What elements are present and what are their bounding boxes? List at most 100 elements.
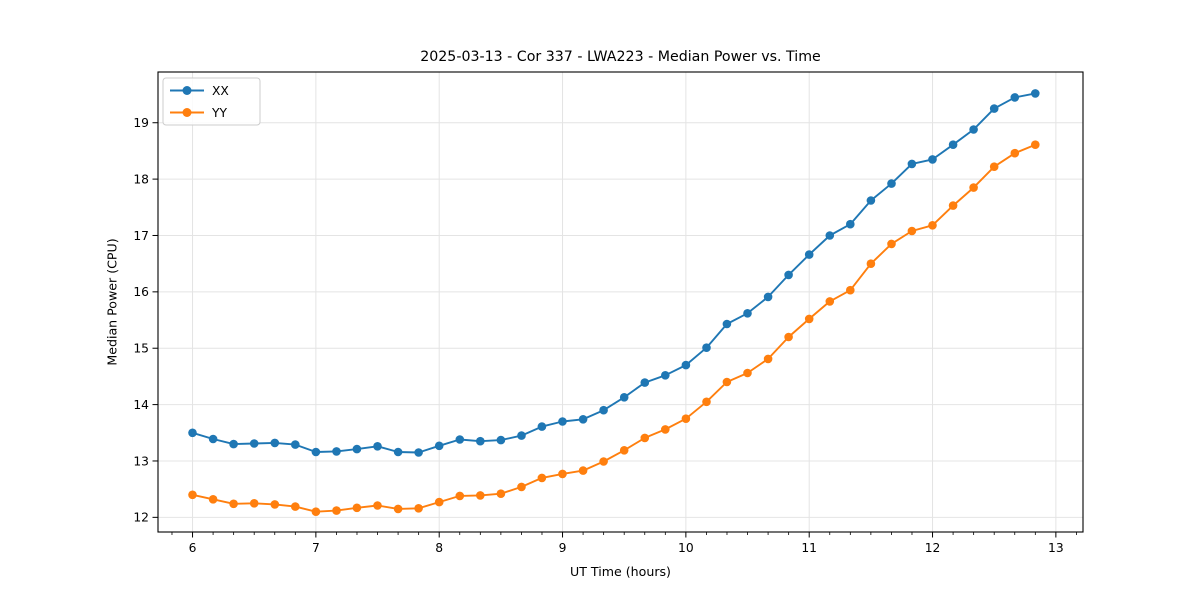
series-yy-marker	[270, 500, 280, 509]
series-yy-marker	[311, 507, 321, 516]
y-tick-label: 16	[133, 285, 149, 299]
x-tick-label: 11	[801, 541, 817, 555]
legend-label: YY	[211, 106, 228, 120]
y-tick-label: 19	[133, 116, 149, 130]
series-xx-marker	[332, 447, 341, 456]
series-yy-marker	[208, 495, 218, 504]
plot-spines	[157, 71, 1084, 533]
series-xx-marker	[702, 343, 711, 353]
series-yy-marker	[393, 504, 403, 514]
series-yy-marker	[722, 377, 732, 387]
series-xx-marker	[208, 434, 218, 444]
y-tick-label: 17	[133, 229, 149, 243]
series-xx-marker	[373, 442, 382, 451]
series-xx-marker	[1031, 89, 1040, 98]
series-yy-marker	[1031, 140, 1040, 149]
series-yy-marker	[1010, 148, 1020, 158]
legend-item-yy: YY	[170, 106, 228, 120]
series-xx-marker	[784, 270, 793, 280]
series-xx-marker	[989, 104, 999, 113]
x-tick-label: 9	[559, 541, 567, 555]
series-yy-marker	[517, 482, 526, 492]
gridlines	[158, 72, 1083, 532]
series-xx-marker	[846, 219, 855, 229]
series-xx-marker	[661, 371, 670, 380]
y-tick-label: 18	[133, 172, 149, 186]
series-xx-marker	[948, 140, 958, 149]
series-yy-marker	[496, 489, 506, 499]
series-xx-marker	[270, 438, 280, 448]
series-yy-marker	[928, 221, 937, 230]
x-tick-label: 12	[925, 541, 941, 555]
series-xx	[188, 89, 1040, 457]
series-xx-marker	[928, 155, 937, 164]
series-xx-marker	[352, 444, 362, 454]
series-yy-marker	[537, 473, 547, 483]
series-yy-marker	[249, 499, 259, 508]
series-yy-marker	[578, 466, 588, 475]
series-yy-marker	[907, 226, 917, 236]
series-yy-marker	[846, 285, 855, 295]
series-yy	[188, 140, 1040, 516]
series-yy-marker	[784, 332, 793, 342]
y-tick-label: 13	[133, 454, 149, 468]
series-yy-marker	[558, 469, 567, 479]
chart-title: 2025-03-13 - Cor 337 - LWA223 - Median P…	[420, 49, 821, 65]
legend-item-xx: XX	[170, 84, 229, 98]
series-yy-marker	[455, 491, 465, 501]
series-yy-marker	[599, 457, 608, 466]
series-yy-marker	[743, 368, 752, 378]
series-xx-marker	[578, 415, 588, 424]
series-xx-marker	[825, 231, 835, 240]
x-axis: 6 7 8 9 10 11 12 13	[171, 532, 1077, 555]
series-xx-marker	[537, 422, 547, 431]
series-yy-marker	[661, 425, 670, 434]
series-yy-marker	[825, 297, 835, 306]
series-xx-marker	[599, 405, 608, 415]
series-yy-marker	[969, 183, 978, 192]
series-yy-marker	[332, 506, 341, 515]
x-tick-label: 7	[312, 541, 320, 555]
series-xx-marker	[291, 440, 300, 449]
x-tick-label: 6	[189, 541, 197, 555]
series-xx-marker	[743, 309, 752, 318]
y-tick-label: 15	[133, 342, 149, 356]
series-yy-marker	[373, 501, 382, 510]
series-xx-marker	[681, 360, 691, 370]
series-xx-marker	[969, 125, 978, 134]
series-yy-marker	[476, 491, 485, 500]
series-xx-marker	[866, 196, 876, 205]
series-xx-marker	[517, 431, 526, 440]
legend: XX YY	[162, 77, 261, 126]
series-xx-marker	[249, 439, 259, 448]
x-tick-label: 8	[435, 541, 443, 555]
series-xx-marker	[887, 179, 896, 188]
series-xx-marker	[722, 319, 732, 329]
series-yy-line	[192, 143, 1036, 513]
series-yy-marker	[229, 499, 238, 509]
series-yy-marker	[948, 201, 958, 210]
series-yy-marker	[414, 504, 423, 513]
series-xx-marker	[763, 292, 773, 302]
series-xx-marker	[476, 436, 485, 446]
series-yy-marker	[681, 414, 691, 424]
series-xx-marker	[229, 439, 238, 449]
x-tick-label: 10	[678, 541, 694, 555]
series-xx-marker	[455, 435, 465, 444]
legend-marker-sample	[182, 86, 192, 95]
series-xx-marker	[907, 159, 917, 169]
series-yy-marker	[291, 502, 300, 511]
series-yy-marker	[763, 354, 773, 364]
series-yy-marker	[804, 314, 814, 324]
series-yy-marker	[702, 397, 711, 407]
y-axis: 12 13 14 15 16 17 18 19	[133, 116, 158, 525]
series-yy-marker	[989, 162, 999, 171]
series-yy-marker	[866, 259, 876, 269]
series-xx-marker	[804, 250, 814, 259]
y-tick-label: 14	[133, 398, 149, 412]
series-xx-line	[192, 92, 1036, 454]
legend-marker-sample	[182, 108, 192, 117]
series-yy-marker	[352, 503, 362, 513]
